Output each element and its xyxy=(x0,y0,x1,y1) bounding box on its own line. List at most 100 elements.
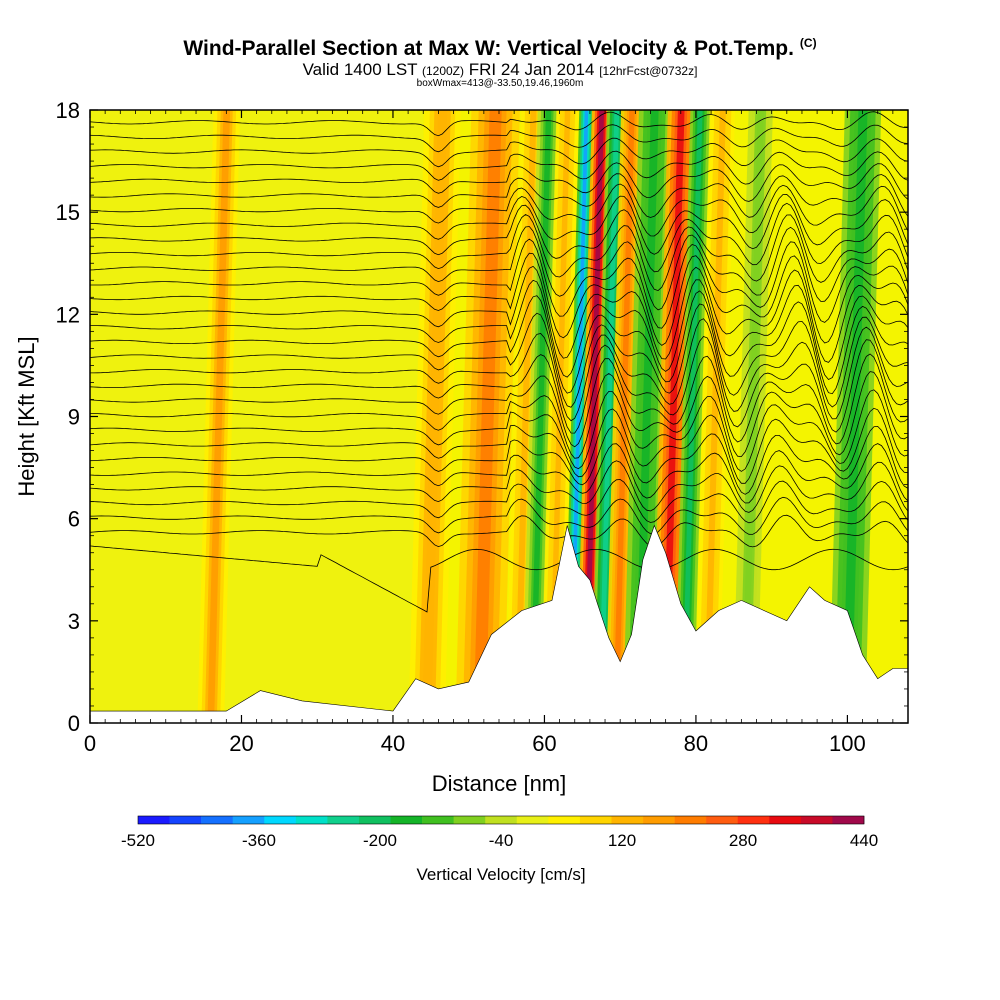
velocity-band xyxy=(455,110,520,723)
theta-contour-line xyxy=(90,496,908,535)
theta-contour-line xyxy=(90,162,908,202)
theta-contour-line xyxy=(90,238,908,329)
velocity-band-layer xyxy=(422,110,448,723)
theta-contour-line xyxy=(90,407,908,484)
colorbar-frame xyxy=(137,815,865,825)
velocity-band-layer xyxy=(548,110,571,723)
theta-contour-line xyxy=(90,111,908,137)
velocity-band xyxy=(540,110,579,723)
colorbar-label: -360 xyxy=(242,831,276,850)
y-tick-label: 18 xyxy=(56,98,80,123)
theta-contour-line xyxy=(90,425,908,495)
x-tick-label: 20 xyxy=(229,731,253,756)
colorbar-label: 440 xyxy=(850,831,878,850)
theta-contour-line xyxy=(90,252,908,346)
colorbar-swatch xyxy=(800,816,833,824)
theta-contour-line xyxy=(90,318,908,422)
colorbar-swatch xyxy=(264,816,297,824)
colorbar-swatch xyxy=(390,816,423,824)
x-axis-label: Distance [nm] xyxy=(432,771,567,796)
colorbar-label: 120 xyxy=(608,831,636,850)
theta-contour-line xyxy=(90,353,908,448)
velocity-band-layer xyxy=(207,110,231,723)
colorbar-label: -40 xyxy=(489,831,514,850)
velocity-band-layer xyxy=(681,110,703,723)
theta-contour-line xyxy=(90,214,908,292)
velocity-band xyxy=(575,110,612,723)
colorbar-swatch xyxy=(358,816,391,824)
colorbar-label: 280 xyxy=(729,831,757,850)
colorbar-swatch xyxy=(611,816,644,824)
theta-contour-line xyxy=(90,226,908,311)
axes: 0 20 40 60 80 100 0 3 6 9 12 15 18 Distance [nm] Heigh… xyxy=(14,98,909,796)
colorbar-swatch xyxy=(169,816,202,824)
theta-contour-line xyxy=(90,336,908,434)
y-axis-label: Height [Kft MSL] xyxy=(14,336,39,496)
velocity-band-layer xyxy=(703,110,726,723)
theta-contour-line xyxy=(90,279,908,381)
colorbar-swatch xyxy=(295,816,328,824)
theta-contour-line xyxy=(90,460,908,513)
theta-contour-line xyxy=(90,290,908,395)
colorbar-swatch xyxy=(327,816,360,824)
velocity-band xyxy=(408,110,461,723)
copyright-mark: (C) xyxy=(799,36,817,50)
theta-contour-line xyxy=(90,303,908,408)
colorbar-swatch xyxy=(516,816,549,824)
y-tick-label: 0 xyxy=(68,711,80,736)
x-tick-label: 0 xyxy=(84,731,96,756)
chart-subtitle: Valid 1400 LST (1200Z) FRI 24 Jan 2014 [… xyxy=(0,60,1000,80)
colorbar-swatch xyxy=(485,816,518,824)
theta-contour-line xyxy=(90,371,908,459)
y-tick-label: 3 xyxy=(68,609,80,634)
valid-prefix: Valid 1400 LST xyxy=(302,60,418,79)
theta-contour-line xyxy=(90,443,908,504)
theta-contour-line xyxy=(90,389,908,472)
colorbar: -520 -360 -200 -40 120 280 440 Vertical Velocit… xyxy=(121,815,878,884)
colorbar-title: Vertical Velocity [cm/s] xyxy=(416,865,585,884)
theta-contour-line xyxy=(90,150,908,185)
x-tick-label: 60 xyxy=(532,731,556,756)
theta-contour-line xyxy=(90,183,908,237)
velocity-band xyxy=(622,110,671,723)
chart-title: Wind-Parallel Section at Max W: Vertical… xyxy=(0,36,1000,61)
x-tick-label: 100 xyxy=(829,731,866,756)
theta-contour-line xyxy=(90,202,908,273)
velocity-band-layer xyxy=(514,110,537,723)
x-tick-label: 40 xyxy=(381,731,405,756)
theta-contour-line xyxy=(90,137,908,168)
velocity-band-layer xyxy=(473,110,502,723)
colorbar-swatch xyxy=(706,816,739,824)
theta-contour-line xyxy=(90,514,908,548)
y-tick-label: 12 xyxy=(56,302,80,327)
colorbar-swatch xyxy=(579,816,612,824)
colorbar-swatch xyxy=(138,816,170,824)
y-tick-label: 9 xyxy=(68,405,80,430)
colorbar-swatch xyxy=(769,816,802,824)
forecast-info: [12hrFcst@0732z] xyxy=(599,64,698,78)
theta-contour-line xyxy=(90,124,908,153)
theta-contour-line-lowlevel xyxy=(90,545,908,613)
theta-contour-line xyxy=(90,173,908,218)
box-info: boxWmax=413@-33.50,19.46,1960m xyxy=(416,78,584,89)
colorbar-swatch xyxy=(643,816,675,824)
colorbar-label: -520 xyxy=(121,831,155,850)
velocity-band-layer xyxy=(583,110,605,723)
chart-title-text: Wind-Parallel Section at Max W: Vertical… xyxy=(183,37,794,60)
terrain-mask xyxy=(90,524,908,723)
colorbar-swatch xyxy=(422,816,454,824)
colorbar-swatch xyxy=(548,816,581,824)
theta-contour-line xyxy=(90,193,908,255)
colorbar-swatch xyxy=(201,816,233,824)
velocity-band xyxy=(694,110,735,723)
velocity-band xyxy=(197,110,241,723)
valid-date: FRI 24 Jan 2014 xyxy=(468,60,595,79)
velocity-band-layer xyxy=(634,110,659,723)
colorbar-swatch xyxy=(453,816,486,824)
colorbar-swatch xyxy=(674,816,707,824)
theta-contour-line xyxy=(90,479,908,524)
terrain xyxy=(90,524,908,723)
colorbar-swatch xyxy=(232,816,265,824)
y-tick-label: 15 xyxy=(56,200,80,225)
